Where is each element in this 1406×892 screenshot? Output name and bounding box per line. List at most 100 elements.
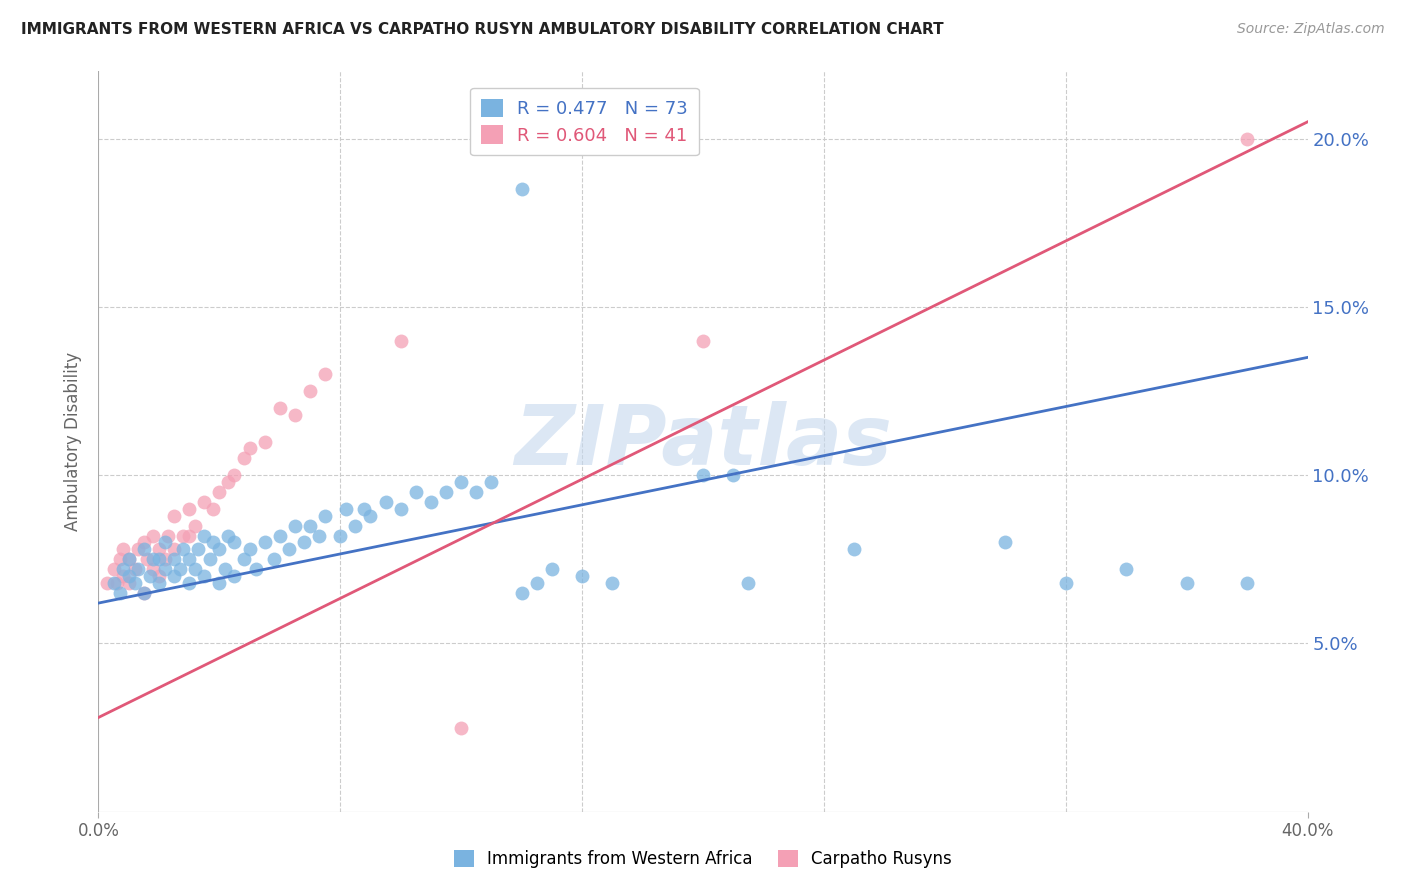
Point <box>172 542 194 557</box>
Point <box>284 408 307 422</box>
Point <box>239 542 262 557</box>
Point <box>232 552 254 566</box>
Point <box>208 542 231 557</box>
Point <box>1175 575 1198 590</box>
Point <box>389 334 412 348</box>
Point <box>844 542 866 557</box>
Point <box>253 434 276 449</box>
Point <box>108 586 131 600</box>
Point <box>169 562 191 576</box>
Point <box>465 485 488 500</box>
Point <box>148 542 170 557</box>
Point <box>172 529 194 543</box>
Point <box>510 182 533 196</box>
Point <box>253 535 276 549</box>
Point <box>434 485 457 500</box>
Point <box>132 535 155 549</box>
Point <box>1054 575 1077 590</box>
Point <box>420 495 443 509</box>
Point <box>118 552 141 566</box>
Point <box>184 562 207 576</box>
Point <box>374 495 396 509</box>
Point <box>132 586 155 600</box>
Point <box>277 542 299 557</box>
Point <box>193 529 215 543</box>
Point <box>245 562 267 576</box>
Point <box>127 562 149 576</box>
Point <box>360 508 382 523</box>
Point <box>142 552 165 566</box>
Point <box>132 586 155 600</box>
Point <box>163 569 186 583</box>
Point <box>571 569 593 583</box>
Point <box>239 442 262 456</box>
Point <box>179 529 201 543</box>
Point <box>142 529 165 543</box>
Point <box>108 552 131 566</box>
Point <box>232 451 254 466</box>
Text: ZIPatlas: ZIPatlas <box>515 401 891 482</box>
Point <box>96 575 118 590</box>
Point <box>103 562 125 576</box>
Point <box>202 535 225 549</box>
Point <box>217 475 239 489</box>
Legend: R = 0.477   N = 73, R = 0.604   N = 41: R = 0.477 N = 73, R = 0.604 N = 41 <box>470 87 699 155</box>
Point <box>111 542 134 557</box>
Point <box>105 575 128 590</box>
Point <box>263 552 285 566</box>
Point <box>314 508 336 523</box>
Point <box>269 401 291 415</box>
Point <box>124 562 146 576</box>
Point <box>118 569 141 583</box>
Point <box>111 562 134 576</box>
Point <box>308 529 330 543</box>
Point <box>179 552 201 566</box>
Point <box>353 501 375 516</box>
Point <box>179 575 201 590</box>
Point <box>450 475 472 489</box>
Point <box>163 508 186 523</box>
Point <box>193 495 215 509</box>
Point <box>187 542 209 557</box>
Point <box>202 501 225 516</box>
Point <box>335 501 357 516</box>
Point <box>299 518 322 533</box>
Point <box>148 569 170 583</box>
Point <box>208 485 231 500</box>
Point <box>292 535 315 549</box>
Point <box>163 542 186 557</box>
Point <box>118 575 141 590</box>
Point <box>148 552 170 566</box>
Point <box>723 468 745 483</box>
Point <box>193 569 215 583</box>
Point <box>344 518 367 533</box>
Point <box>148 575 170 590</box>
Point <box>184 518 207 533</box>
Point <box>217 529 239 543</box>
Point <box>1236 575 1258 590</box>
Point <box>156 529 179 543</box>
Point <box>692 334 714 348</box>
Point <box>111 569 134 583</box>
Point <box>692 468 714 483</box>
Point <box>450 721 472 735</box>
Legend: Immigrants from Western Africa, Carpatho Rusyns: Immigrants from Western Africa, Carpatho… <box>447 843 959 875</box>
Point <box>481 475 503 489</box>
Point <box>208 575 231 590</box>
Point <box>526 575 548 590</box>
Point <box>224 468 246 483</box>
Point <box>103 575 125 590</box>
Point <box>299 384 322 398</box>
Point <box>214 562 236 576</box>
Point <box>139 569 162 583</box>
Point <box>142 562 165 576</box>
Point <box>510 586 533 600</box>
Point <box>135 552 157 566</box>
Point <box>153 535 176 549</box>
Point <box>540 562 562 576</box>
Point <box>132 542 155 557</box>
Point <box>153 562 176 576</box>
Point <box>224 569 246 583</box>
Point <box>200 552 222 566</box>
Y-axis label: Ambulatory Disability: Ambulatory Disability <box>65 352 83 531</box>
